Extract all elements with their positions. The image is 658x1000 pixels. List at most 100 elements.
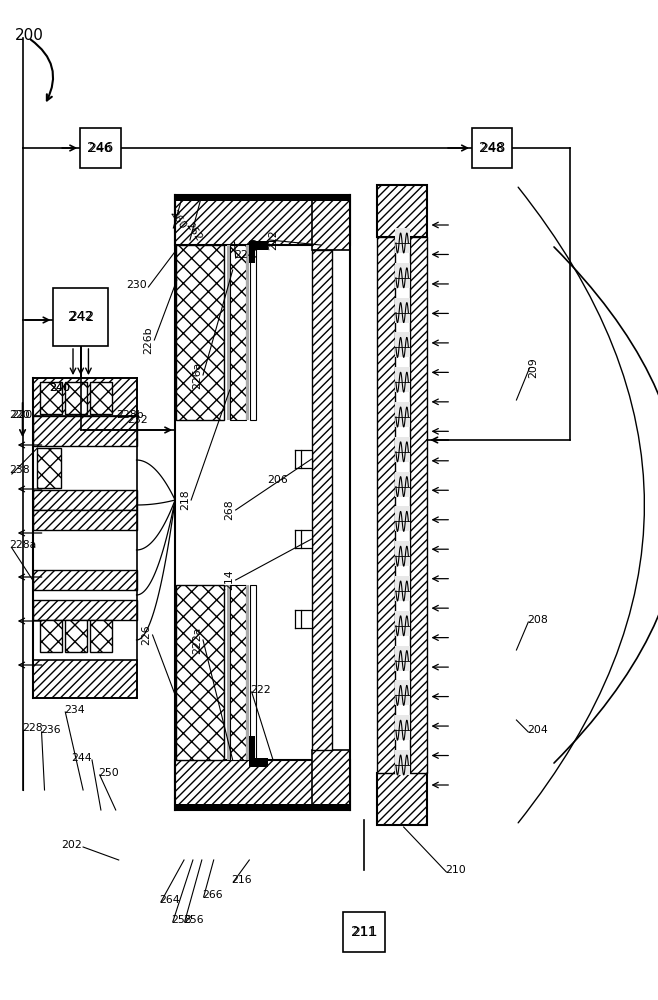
Text: 222a: 222a bbox=[192, 626, 202, 654]
Bar bbox=[301, 450, 312, 468]
Text: 206: 206 bbox=[267, 475, 288, 485]
Bar bbox=[395, 715, 409, 740]
Text: 210: 210 bbox=[445, 865, 466, 875]
Text: 202: 202 bbox=[61, 840, 82, 850]
Text: 240: 240 bbox=[49, 383, 70, 393]
Text: 234: 234 bbox=[64, 705, 85, 715]
Text: 262: 262 bbox=[184, 221, 204, 243]
Bar bbox=[395, 367, 409, 392]
Bar bbox=[230, 245, 246, 420]
Bar bbox=[90, 382, 112, 414]
Text: 244: 244 bbox=[71, 753, 92, 763]
Bar bbox=[395, 472, 409, 497]
Text: 256: 256 bbox=[183, 915, 203, 925]
Bar bbox=[227, 585, 230, 760]
Bar bbox=[249, 736, 255, 758]
Bar bbox=[230, 585, 246, 760]
Bar bbox=[377, 237, 395, 773]
Bar bbox=[40, 382, 62, 414]
Text: 240: 240 bbox=[49, 383, 70, 393]
Bar bbox=[176, 245, 224, 420]
Bar bbox=[395, 298, 409, 323]
Text: 238: 238 bbox=[9, 465, 30, 475]
Bar bbox=[395, 263, 409, 288]
Text: 232: 232 bbox=[128, 415, 148, 425]
Text: 222: 222 bbox=[251, 685, 271, 695]
Text: 208: 208 bbox=[527, 615, 548, 625]
Text: 211: 211 bbox=[352, 926, 376, 938]
Bar bbox=[395, 437, 409, 462]
Text: 248: 248 bbox=[480, 141, 504, 154]
Text: 228a: 228a bbox=[9, 540, 37, 550]
Text: 204: 204 bbox=[527, 725, 548, 735]
Bar bbox=[33, 378, 136, 416]
Text: 200: 200 bbox=[15, 28, 43, 43]
Bar bbox=[377, 185, 428, 237]
Bar bbox=[175, 195, 350, 201]
Bar bbox=[312, 195, 350, 250]
Text: 228: 228 bbox=[22, 723, 43, 733]
Text: 242: 242 bbox=[68, 310, 94, 324]
Text: 209: 209 bbox=[528, 358, 538, 378]
Text: 218: 218 bbox=[180, 490, 190, 510]
Bar bbox=[301, 530, 312, 548]
Text: 226a: 226a bbox=[192, 361, 202, 389]
Bar bbox=[33, 660, 136, 698]
Text: 226: 226 bbox=[141, 625, 151, 645]
Bar bbox=[90, 620, 112, 652]
Bar bbox=[65, 382, 87, 414]
Bar bbox=[312, 750, 350, 810]
Bar bbox=[246, 585, 249, 760]
Bar bbox=[395, 541, 409, 566]
Text: 248: 248 bbox=[479, 141, 505, 155]
Bar bbox=[301, 610, 312, 628]
Bar bbox=[33, 416, 136, 446]
Bar bbox=[33, 600, 136, 620]
Bar bbox=[472, 128, 513, 168]
Text: 258: 258 bbox=[171, 915, 191, 925]
Bar bbox=[249, 241, 255, 263]
Bar bbox=[343, 912, 385, 952]
Text: 226b: 226b bbox=[143, 326, 153, 354]
Bar bbox=[175, 195, 350, 245]
Bar bbox=[33, 490, 136, 510]
Text: 242: 242 bbox=[69, 310, 93, 324]
Bar bbox=[409, 237, 428, 773]
Text: 250: 250 bbox=[98, 768, 118, 778]
Text: 246: 246 bbox=[89, 141, 112, 154]
Text: 220: 220 bbox=[9, 410, 30, 420]
Bar bbox=[249, 758, 268, 767]
Bar bbox=[80, 128, 120, 168]
Bar bbox=[395, 228, 409, 253]
Text: 216: 216 bbox=[232, 875, 252, 885]
Bar bbox=[395, 646, 409, 671]
Bar bbox=[312, 250, 332, 750]
Text: 230: 230 bbox=[126, 280, 147, 290]
Text: 236: 236 bbox=[40, 725, 61, 735]
Text: 246: 246 bbox=[87, 141, 114, 155]
Bar bbox=[250, 585, 256, 760]
Text: 270: 270 bbox=[249, 238, 259, 258]
Bar bbox=[395, 611, 409, 636]
Bar bbox=[395, 506, 409, 531]
Bar bbox=[227, 245, 230, 420]
Bar bbox=[33, 510, 136, 530]
Text: 264: 264 bbox=[159, 895, 180, 905]
Text: 268: 268 bbox=[224, 500, 234, 520]
Text: 214: 214 bbox=[224, 570, 234, 590]
Bar bbox=[249, 241, 268, 250]
Bar bbox=[395, 402, 409, 427]
Bar bbox=[246, 245, 249, 420]
Text: 220: 220 bbox=[11, 410, 32, 420]
Bar bbox=[40, 620, 62, 652]
Bar bbox=[395, 576, 409, 601]
Bar bbox=[377, 773, 428, 825]
Text: 260: 260 bbox=[167, 209, 188, 231]
Bar bbox=[175, 760, 350, 810]
Bar bbox=[65, 620, 87, 652]
Text: 211: 211 bbox=[351, 925, 377, 939]
Bar bbox=[250, 245, 256, 420]
Bar bbox=[38, 448, 61, 488]
Bar bbox=[53, 288, 108, 346]
Bar bbox=[395, 750, 409, 775]
